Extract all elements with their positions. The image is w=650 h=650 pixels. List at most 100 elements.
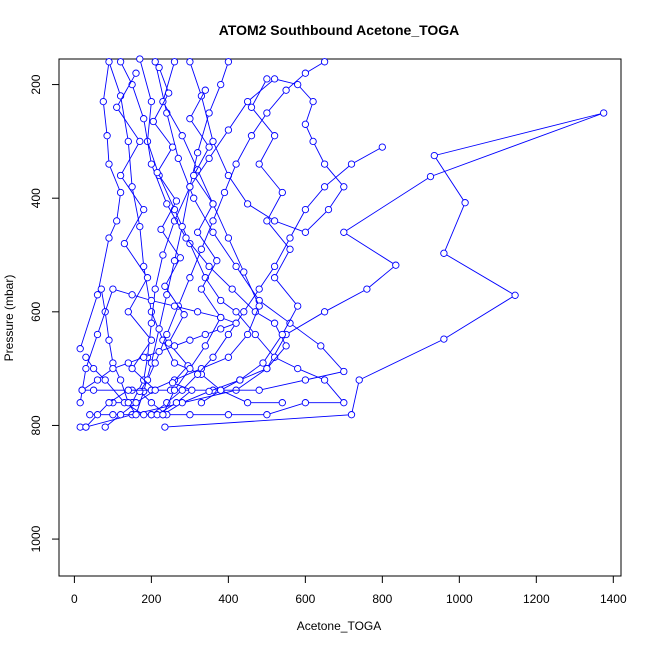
data-point (270, 75, 279, 83)
data-point (76, 345, 84, 353)
data-point (236, 376, 244, 384)
data-point (124, 386, 132, 394)
data-point (182, 234, 190, 242)
series-line (100, 61, 229, 416)
data-point (270, 262, 279, 271)
data-point (240, 308, 248, 316)
data-point (255, 160, 263, 168)
data-point (147, 160, 156, 168)
y-tick-label: 800 (29, 415, 43, 435)
data-point (136, 137, 144, 146)
x-tick-label: 1200 (523, 592, 550, 606)
data-point (170, 342, 179, 350)
data-point (205, 154, 213, 163)
data-point (116, 58, 125, 66)
data-point (220, 188, 229, 197)
data-point (426, 172, 435, 181)
data-point (209, 228, 217, 236)
data-point (213, 257, 221, 265)
data-point (89, 386, 98, 394)
data-point (270, 319, 279, 327)
data-point (132, 399, 140, 407)
data-point (270, 353, 279, 361)
data-point (147, 336, 156, 344)
data-point (270, 274, 279, 282)
data-point (116, 188, 125, 197)
data-point (243, 200, 252, 208)
series-line (112, 61, 345, 404)
data-point (147, 319, 156, 327)
data-point (170, 302, 179, 310)
data-point (217, 386, 225, 394)
data-point (224, 58, 233, 66)
data-point (155, 325, 163, 333)
series-12 (101, 69, 159, 431)
x-axis-label: Acetone_TOGA (297, 619, 382, 633)
data-point (282, 86, 290, 94)
y-tick-label: 400 (29, 188, 43, 208)
data-point (186, 411, 194, 419)
data-point (170, 359, 179, 367)
data-point (143, 274, 152, 282)
data-point (113, 103, 121, 111)
data-point (278, 330, 286, 339)
data-point (340, 399, 348, 407)
data-point (128, 291, 136, 299)
data-point (301, 399, 310, 407)
data-point (170, 386, 179, 394)
data-point (178, 222, 186, 231)
data-point (286, 245, 294, 253)
data-point (140, 411, 148, 419)
data-point (201, 86, 209, 94)
data-point (301, 376, 310, 384)
data-point (224, 126, 233, 134)
data-point (197, 364, 206, 373)
data-point (124, 359, 132, 367)
data-point (168, 379, 177, 387)
series-line (85, 61, 260, 428)
data-point (301, 205, 310, 214)
data-point (205, 143, 213, 151)
data-point (224, 353, 233, 361)
data-point (168, 143, 177, 151)
data-point (101, 376, 109, 384)
data-point (193, 228, 202, 236)
data-point (93, 291, 102, 299)
data-point (378, 143, 386, 151)
series-1 (76, 109, 608, 431)
chart-title: ATOM2 Southbound Acetone_TOGA (219, 22, 460, 38)
data-point (224, 411, 233, 419)
data-point (155, 63, 163, 72)
data-point (147, 399, 156, 407)
data-point (101, 423, 109, 431)
data-point (320, 308, 329, 316)
data-point (209, 353, 217, 361)
x-tick-label: 0 (71, 592, 78, 606)
data-point (93, 330, 102, 339)
data-point (170, 205, 179, 214)
data-point (76, 399, 84, 407)
data-point (178, 132, 186, 140)
data-point (193, 370, 202, 378)
data-point (165, 339, 173, 347)
data-point (190, 194, 198, 202)
y-tick-label: 1000 (29, 525, 43, 552)
data-point (105, 160, 113, 168)
y-axis: 200 400 600 800 1000 (29, 74, 60, 552)
data-point (153, 168, 161, 177)
y-tick-label: 200 (29, 74, 43, 94)
data-point (105, 336, 113, 344)
data-point (128, 364, 136, 373)
data-point (340, 367, 348, 376)
series-line (152, 67, 193, 416)
data-point (151, 58, 159, 66)
data-point (255, 302, 263, 310)
data-point (163, 330, 171, 339)
data-point (97, 285, 105, 293)
data-point (286, 234, 294, 242)
data-point (103, 132, 111, 140)
data-point (149, 117, 157, 126)
series-5 (109, 58, 348, 407)
data-point (301, 69, 310, 77)
x-tick-label: 1000 (446, 592, 473, 606)
